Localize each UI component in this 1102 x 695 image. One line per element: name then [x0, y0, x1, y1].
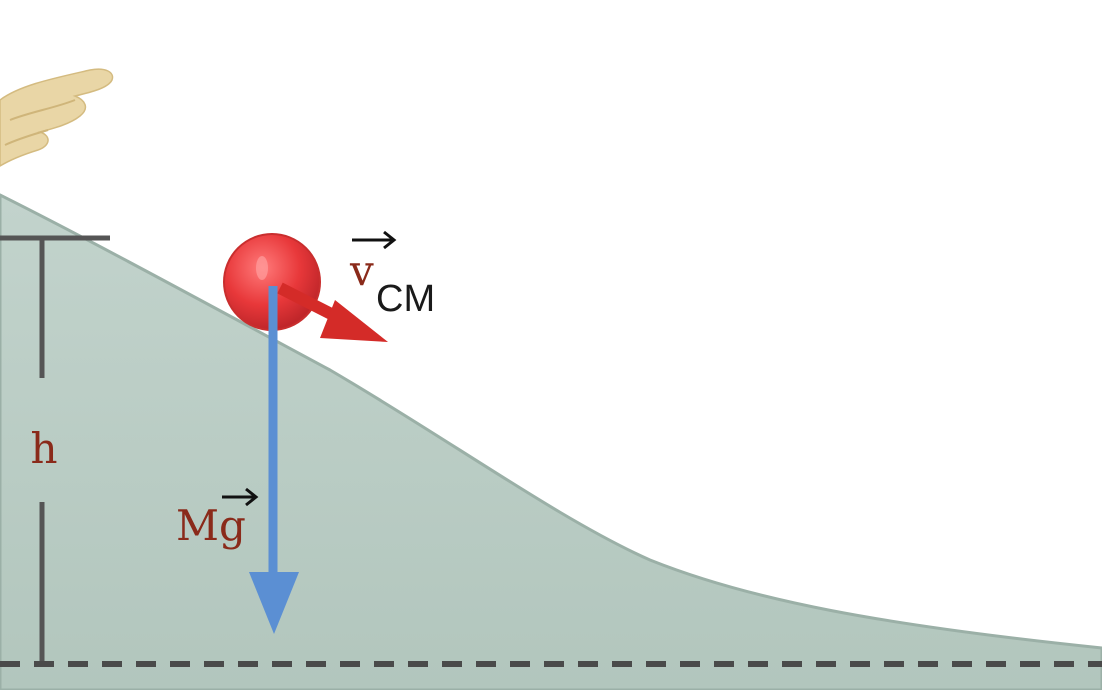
weight-arrow [249, 286, 299, 634]
velocity-label: v CM [349, 246, 435, 320]
hill-slope [0, 193, 1102, 692]
arrow-right-icon [222, 487, 259, 507]
height-label: h [30, 424, 57, 473]
svg-text:v: v [349, 246, 374, 295]
height-dimension [0, 235, 110, 666]
hand-icon [0, 68, 114, 167]
weight-label: Mg [176, 501, 246, 550]
arrow-right-icon [352, 230, 397, 250]
svg-text:CM: CM [376, 278, 435, 320]
velocity-arrow [277, 282, 388, 342]
